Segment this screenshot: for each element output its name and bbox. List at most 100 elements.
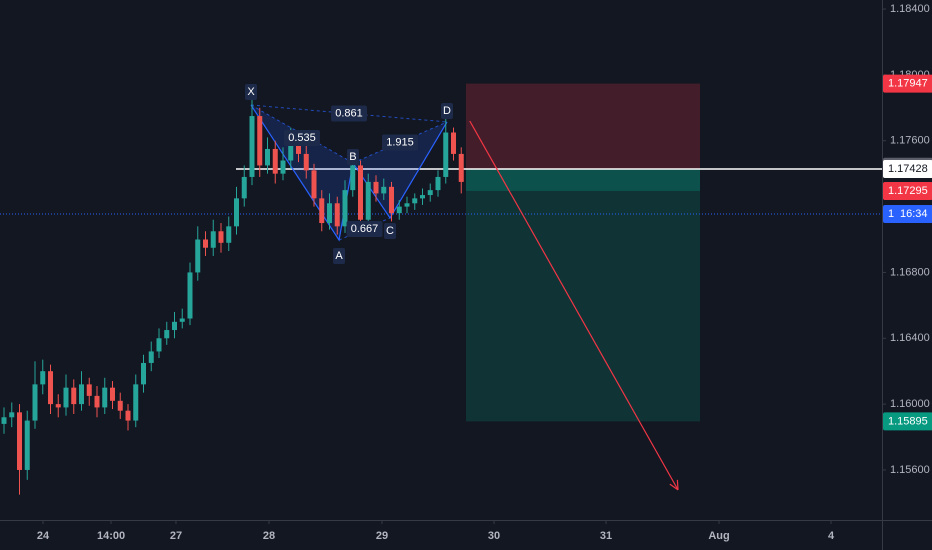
pattern-ratio-label-bg: [330, 105, 367, 122]
candle-body: [373, 181, 379, 194]
candle-body: [381, 186, 387, 194]
candle-body: [16, 412, 22, 470]
candle-body: [358, 165, 364, 220]
pattern-point-label: X: [244, 84, 257, 101]
candle-body: [117, 400, 123, 411]
pattern-point-label: D: [440, 102, 453, 119]
pattern-point-label-text: D: [443, 105, 451, 117]
candle-body: [102, 387, 108, 408]
price-tag: [883, 204, 932, 223]
candle-body: [233, 198, 239, 227]
candle-body: [71, 387, 77, 405]
candle-body: [156, 338, 162, 352]
candle-body: [47, 371, 53, 405]
candle-body: [342, 190, 348, 227]
price-tag: [883, 412, 932, 431]
candle-body: [280, 160, 286, 174]
pattern-point-label-bg: [440, 102, 453, 119]
candle-body: [202, 239, 208, 248]
price-tag-label: 1: [888, 208, 894, 220]
candle-body: [226, 226, 232, 243]
price-tag: [883, 160, 932, 179]
pattern-ratio-label-text: 0.535: [288, 132, 316, 144]
forecast-arrow: [469, 120, 679, 491]
y-tick-label: 1.16800: [890, 266, 930, 278]
candle-body: [334, 203, 340, 227]
candle-body: [148, 351, 154, 363]
stop-zone: [465, 83, 701, 170]
candle-body: [164, 330, 170, 339]
candle-body: [265, 148, 271, 166]
x-tick-label: 30: [488, 530, 500, 542]
pattern-ratio-label-bg: [346, 220, 383, 237]
pattern-point-label: C: [384, 222, 397, 239]
candle-body: [365, 181, 371, 220]
candle-body: [140, 362, 146, 385]
x-tick-label: 4: [828, 530, 835, 542]
pattern-ratio-label-bg: [381, 134, 418, 151]
pattern-ratio-label: 1.915: [381, 134, 418, 151]
price-tag: [883, 181, 932, 200]
candle-body: [303, 153, 309, 171]
candle-body: [272, 148, 278, 174]
candle-body: [296, 140, 302, 154]
y-tick-label: 1.16400: [890, 332, 930, 344]
candle-body: [78, 384, 84, 405]
candle-body: [195, 239, 201, 273]
open-profit-zone: [465, 169, 701, 191]
countdown-label: 16:34: [900, 208, 928, 220]
candle-body: [435, 176, 441, 191]
candle-body: [55, 404, 61, 408]
x-tick-label: 24: [37, 530, 50, 542]
candle-body: [350, 165, 356, 191]
pattern-point-label-bg: [384, 222, 397, 239]
candle-body: [404, 203, 410, 207]
candle-body: [412, 198, 418, 204]
x-tick-label: 14:00: [97, 530, 125, 542]
pattern-point-label-bg: [333, 248, 346, 264]
price-tag-label: 1.17947: [888, 78, 928, 90]
pattern-point-label: B: [346, 148, 359, 165]
candle-body: [187, 272, 193, 319]
y-tick-label: 1.15600: [890, 464, 930, 476]
arrow-head: [669, 483, 679, 491]
candle-body: [125, 410, 131, 421]
candle-body: [133, 384, 139, 421]
candle-body: [327, 203, 333, 224]
x-tick-label: 27: [170, 530, 182, 542]
candle-body: [109, 387, 115, 401]
candle-body: [319, 198, 325, 224]
y-tick-label: 1.18400: [890, 3, 930, 15]
candle-body: [210, 231, 216, 248]
price-tag: [883, 74, 932, 93]
candle-body: [451, 132, 457, 154]
candle-body: [389, 186, 395, 214]
candle-body: [171, 321, 177, 331]
candle-body: [420, 195, 426, 199]
pattern-point-label-bg: [346, 148, 359, 165]
candle-body: [32, 384, 38, 421]
candle-body: [241, 176, 247, 199]
x-tick-label: Aug: [708, 530, 729, 542]
price-tag-label: 1.17428: [888, 163, 928, 175]
pattern-ratio-label-text: 0.667: [351, 223, 379, 235]
pattern-point-label-text: A: [335, 250, 343, 262]
pattern-point-label-text: C: [386, 225, 394, 237]
pattern-ratio-line: [352, 121, 448, 164]
candle-body: [218, 231, 224, 243]
pattern-ratio-label: 0.535: [283, 129, 320, 146]
pattern-ratio-line: [250, 104, 354, 164]
y-tick-label: 1.16000: [890, 398, 930, 410]
candle-body: [443, 132, 449, 177]
price-tag-label: 1.17295: [888, 185, 928, 197]
candle-body: [40, 371, 46, 385]
arrow-head: [676, 479, 679, 490]
pattern-ratio-label-bg: [283, 129, 320, 146]
x-tick-label: 28: [263, 530, 275, 542]
candle-body: [427, 190, 433, 196]
pattern-point-label-text: X: [247, 86, 255, 98]
pattern-ratio-label: 0.667: [346, 220, 383, 237]
candle-body: [179, 318, 185, 322]
